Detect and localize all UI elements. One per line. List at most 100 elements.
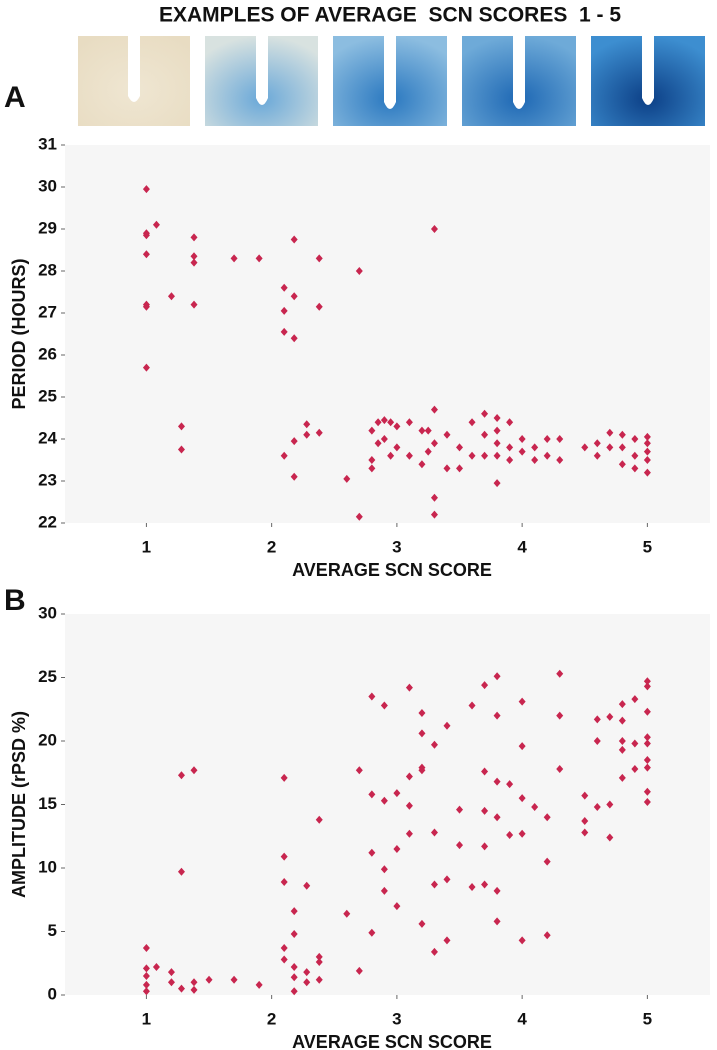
point [518,742,526,751]
y-tick-label: 0 [48,984,57,1003]
ventricle [513,36,525,109]
point [290,907,298,916]
point [543,931,551,940]
point [518,794,526,803]
point [556,711,564,720]
point [290,292,298,301]
ventricle [384,36,396,109]
point [405,829,413,838]
point [142,250,150,259]
point [531,803,539,812]
point [506,780,514,789]
point [493,451,501,460]
point [618,737,626,745]
y-tick-label: 10 [38,857,57,876]
point [493,917,501,926]
y-tick-label: 26 [38,344,57,363]
point [606,443,614,452]
point [380,416,388,425]
point [643,682,651,691]
point [481,681,489,690]
point [543,857,551,866]
point [380,701,388,710]
point [142,185,150,194]
point [481,409,489,418]
point [643,707,651,716]
point [506,443,514,452]
point [142,302,150,311]
point [430,880,438,889]
point [418,460,426,469]
point [190,985,198,994]
y-axis-label: AMPLITUDE (rPSD %) [9,711,29,898]
point [593,439,601,448]
point [493,479,501,488]
ventricle [256,36,268,105]
point [380,796,388,805]
point [606,712,614,721]
point [618,700,626,709]
point [290,334,298,343]
point [280,955,288,964]
point [177,867,185,876]
point [430,740,438,749]
point [643,468,651,477]
point [468,701,476,710]
point [393,422,401,431]
point [556,456,564,464]
point [493,777,501,786]
point [405,683,413,692]
figure-title: EXAMPLES OF AVERAGE SCN SCORES 1 - 5 [159,4,621,27]
y-tick-label: 5 [48,921,57,940]
point [343,474,351,483]
point [142,987,150,996]
x-axis-label: AVERAGE SCN SCORE [292,1032,492,1050]
point [380,435,388,443]
point [290,963,298,972]
point [280,306,288,315]
point [177,984,185,993]
point [142,964,150,973]
point [290,930,298,939]
point [355,766,363,775]
point [593,803,601,812]
x-tick-label: 5 [643,1009,652,1028]
plot-area [65,145,710,523]
point [643,797,651,806]
point [456,805,464,814]
point [368,848,376,857]
point [418,426,426,435]
point [481,880,489,889]
x-axis-label: AVERAGE SCN SCORE [292,560,492,580]
point [430,828,438,837]
y-tick-label: 30 [38,176,57,195]
point [543,435,551,443]
point [315,957,323,966]
point [368,426,376,435]
point [443,430,451,439]
y-tick-label: 24 [38,428,57,447]
point [430,510,438,519]
x-tick-label: 2 [267,1009,276,1028]
point [315,952,323,961]
y-tick-label: 23 [38,470,57,489]
point [631,435,639,443]
point [368,928,376,937]
y-tick-label: 15 [38,794,57,813]
point [593,737,601,745]
point [280,283,288,292]
point [355,512,363,521]
point [205,975,213,984]
point [418,729,426,738]
point [556,669,564,678]
point [315,302,323,311]
point [142,231,150,240]
point [290,235,298,244]
ventricle [128,36,140,102]
point [643,739,651,748]
panel-label: B [4,584,26,617]
point [374,439,382,448]
point [593,715,601,724]
point [424,447,432,456]
y-tick-label: 31 [38,134,57,153]
